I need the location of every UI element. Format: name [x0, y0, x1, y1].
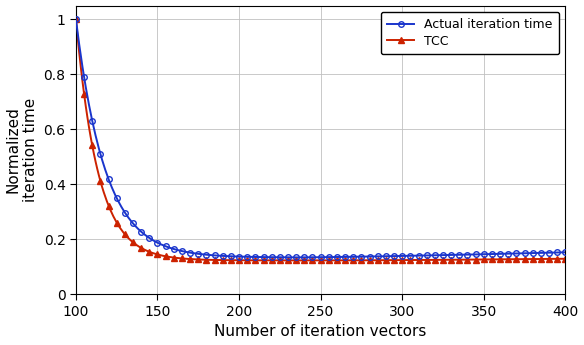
- Actual iteration time: [487, 252, 494, 256]
- Legend: Actual iteration time, TCC: Actual iteration time, TCC: [381, 12, 559, 54]
- X-axis label: Number of iteration vectors: Number of iteration vectors: [214, 324, 427, 339]
- TCC: [487, 257, 494, 262]
- Actual iteration time: [527, 251, 534, 255]
- Actual iteration time: [294, 255, 301, 259]
- TCC: [333, 258, 340, 263]
- Actual iteration time: [286, 255, 293, 259]
- Actual iteration time: [459, 253, 466, 257]
- TCC: [527, 257, 534, 261]
- TCC: [459, 258, 466, 262]
- TCC: [286, 258, 293, 263]
- Y-axis label: Normalized
iteration time: Normalized iteration time: [6, 98, 38, 202]
- Line: TCC: TCC: [73, 17, 568, 263]
- Actual iteration time: [72, 17, 79, 21]
- TCC: [270, 258, 277, 263]
- TCC: [562, 257, 569, 261]
- Actual iteration time: [270, 255, 277, 259]
- TCC: [72, 17, 79, 21]
- TCC: [408, 258, 415, 262]
- Line: Actual iteration time: Actual iteration time: [73, 17, 568, 260]
- Actual iteration time: [408, 254, 415, 258]
- Actual iteration time: [562, 250, 569, 254]
